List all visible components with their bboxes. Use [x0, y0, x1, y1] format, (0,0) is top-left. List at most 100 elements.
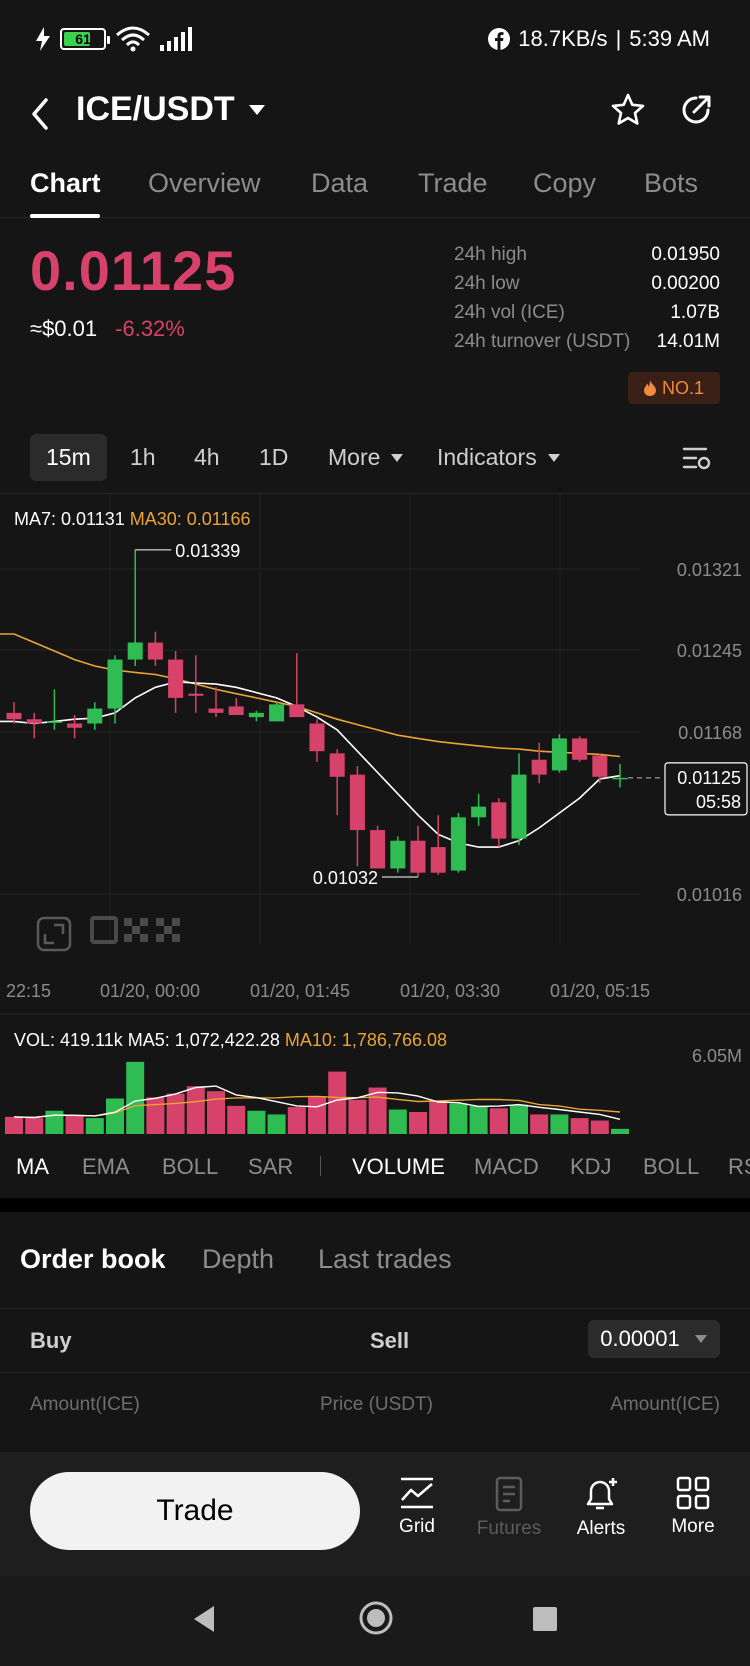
futures-label: Futures: [476, 1518, 542, 1539]
rank-label: NO.1: [661, 377, 704, 398]
interval-1d[interactable]: 1D: [259, 444, 289, 470]
rank-badge[interactable]: NO.1: [628, 372, 720, 404]
volume-bar: [368, 1087, 387, 1134]
ma7-polyline: [0, 681, 621, 848]
volume-bar: [146, 1097, 165, 1134]
volume-bar: [308, 1096, 326, 1134]
back-arrow-icon[interactable]: [26, 94, 54, 134]
facebook-icon: [488, 28, 511, 50]
candle: [612, 764, 628, 788]
y-tick-label: 0.01168: [678, 723, 742, 743]
nav-recents-icon[interactable]: [532, 1606, 558, 1632]
candle: [147, 631, 163, 666]
y-tick-label: 0.01016: [677, 885, 742, 905]
indicator-ema[interactable]: EMA: [82, 1154, 130, 1179]
y-axis: 0.01321 0.01245 0.01168 0.01016: [677, 560, 742, 905]
alerts-button[interactable]: Alerts: [556, 1476, 646, 1540]
vol-ma10-legend: MA10: 1,786,766.08: [285, 1030, 447, 1050]
divider: [0, 1308, 750, 1309]
candle-body: [531, 759, 547, 775]
interval-1h[interactable]: 1h: [130, 444, 156, 470]
caret-down-icon: [248, 104, 265, 115]
stat-row: 24h turnover (USDT) 14.01M: [454, 331, 720, 360]
interval-4h[interactable]: 4h: [194, 444, 220, 470]
candle-body: [269, 704, 285, 722]
grid-button[interactable]: Grid: [372, 1476, 462, 1538]
interval-more[interactable]: More: [328, 444, 404, 471]
price-panel: 0.01125 ≈$0.01 -6.32% 24h high 0.01950 24…: [0, 218, 750, 418]
chart-settings-icon[interactable]: [682, 446, 712, 472]
tab-data[interactable]: Data: [311, 168, 369, 198]
order-book-panel: Order book Depth Last trades Buy Sell 0.…: [0, 1212, 750, 1452]
candle: [329, 749, 345, 816]
pair-selector[interactable]: ICE/USDT: [76, 90, 267, 129]
nav-home-icon[interactable]: [358, 1600, 394, 1636]
more-label: More: [671, 1516, 715, 1537]
fire-icon: [643, 380, 656, 396]
stat-value: 1.07B: [670, 302, 720, 323]
tab-chart[interactable]: Chart: [30, 168, 101, 198]
indicator-ma[interactable]: MA: [16, 1154, 49, 1179]
tab-order-book[interactable]: Order book: [20, 1244, 166, 1274]
trade-button[interactable]: Trade: [30, 1472, 360, 1550]
futures-button[interactable]: Futures: [464, 1476, 554, 1540]
tab-depth[interactable]: Depth: [202, 1244, 275, 1274]
grid-label: Grid: [399, 1516, 435, 1537]
candle-body: [46, 721, 62, 723]
indicator-kdj[interactable]: KDJ: [570, 1154, 612, 1179]
volume-bar: [65, 1115, 84, 1134]
candle: [188, 655, 204, 713]
status-left: 61: [36, 26, 194, 52]
ma30-polyline: [0, 633, 621, 758]
stat-value: 0.00200: [651, 273, 720, 294]
status-separator: |: [615, 26, 622, 51]
tab-overview[interactable]: Overview: [148, 168, 261, 198]
tab-bots[interactable]: Bots: [644, 168, 699, 198]
wifi-icon: [116, 26, 150, 52]
ma30-legend: MA30: 0.01166: [130, 509, 251, 529]
indicator-volume[interactable]: VOLUME: [352, 1154, 445, 1179]
battery-level: 61: [75, 31, 91, 47]
candle: [67, 714, 83, 739]
volume-bar: [328, 1071, 347, 1134]
more-button[interactable]: More: [648, 1476, 738, 1538]
x-axis: 22:15 01/20, 00:00 01/20, 01:45 01/20, 03:3…: [6, 981, 650, 1001]
tab-last-trades[interactable]: Last trades: [318, 1244, 452, 1274]
indicator-boll-sub[interactable]: BOLL: [643, 1154, 700, 1179]
price-tag-countdown: 05:58: [696, 792, 741, 812]
tab-copy[interactable]: Copy: [533, 168, 597, 198]
share-icon[interactable]: [678, 92, 714, 128]
ma7-legend: MA7: 0.01131: [14, 509, 130, 529]
volume-bar: [409, 1111, 427, 1134]
candlestick-chart[interactable]: 0.01321 0.01245 0.01168 0.01016 22:15 01/20,…: [0, 494, 750, 1134]
candle-body: [248, 712, 264, 718]
nav-back-icon[interactable]: [190, 1604, 218, 1634]
ma-legend-text: MA7: 0.01131 MA30: 0.01166: [14, 509, 251, 529]
tick-size-select[interactable]: 0.00001: [588, 1320, 720, 1358]
main-tabs: Chart Overview Data Trade Copy Bots: [0, 160, 750, 218]
interval-15m[interactable]: 15m: [30, 434, 107, 481]
candle-body: [208, 708, 224, 713]
indicator-macd[interactable]: MACD: [474, 1154, 539, 1179]
indicator-boll[interactable]: BOLL: [162, 1154, 219, 1179]
indicator-rsi[interactable]: RS: [728, 1154, 750, 1179]
tab-trade[interactable]: Trade: [418, 168, 488, 198]
stat-label: 24h high: [454, 244, 527, 265]
fullscreen-icon[interactable]: [36, 916, 72, 952]
indicators-dropdown[interactable]: Indicators: [437, 444, 561, 471]
price-change: -6.32%: [115, 316, 185, 341]
chart-area[interactable]: 0.01321 0.01245 0.01168 0.01016 22:15 01/20,…: [0, 494, 750, 1134]
divider: [0, 1372, 750, 1373]
network-speed: 18.7KB/s: [518, 26, 608, 51]
volume-bar: [489, 1108, 508, 1134]
alerts-label: Alerts: [576, 1518, 626, 1539]
candle: [430, 815, 446, 875]
volume-bar: [429, 1100, 448, 1134]
status-bar: 61 18.7KB/s | 5:39 AM: [0, 0, 750, 80]
candle-body: [127, 642, 143, 660]
star-icon[interactable]: [610, 92, 646, 128]
indicator-sar[interactable]: SAR: [248, 1154, 294, 1179]
candle-body: [6, 712, 22, 720]
volume-bar: [25, 1118, 44, 1134]
last-price: 0.01125: [30, 239, 237, 302]
